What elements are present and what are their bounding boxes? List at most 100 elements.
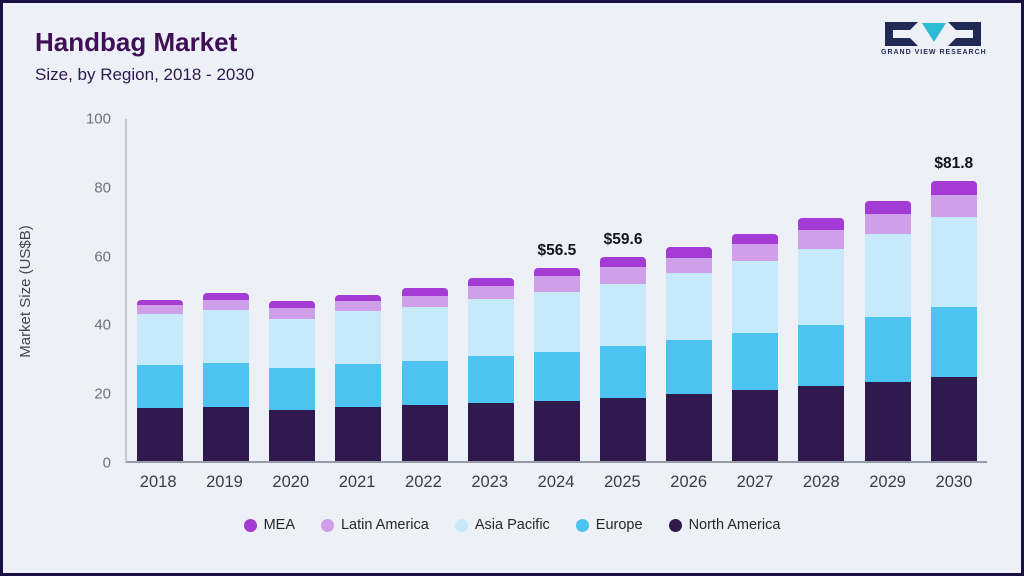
y-tick-label: 80 — [94, 179, 111, 197]
bar-segment-asia-pacific — [666, 272, 713, 341]
bar-2022 — [401, 119, 448, 461]
bar-segment-europe — [269, 367, 316, 410]
x-axis-label: 2029 — [869, 473, 906, 491]
bar-segment-north-america — [335, 407, 382, 461]
legend-item-mea: MEA — [243, 517, 295, 533]
bar-segment-europe — [533, 351, 580, 402]
page-subtitle: Size, by Region, 2018 - 2030 — [35, 65, 255, 84]
bar-segment-north-america — [533, 401, 580, 461]
bar-segment-mea — [666, 247, 713, 258]
bar-segment-mea — [798, 218, 845, 231]
legend-label: Europe — [595, 517, 643, 533]
x-axis-label: 2030 — [935, 473, 973, 491]
bar-segment-latin-america — [401, 295, 448, 308]
bar-segment-asia-pacific — [732, 261, 779, 333]
bar-segment-asia-pacific — [335, 311, 382, 364]
legend: MEA Latin America Asia Pacific Europe North … — [3, 517, 1021, 533]
bar-segment-europe — [467, 356, 514, 403]
bar-2028 — [798, 119, 845, 461]
bar-2029 — [864, 119, 911, 461]
bar-segment-latin-america — [732, 243, 779, 262]
bar-segment-mea — [533, 267, 580, 277]
legend-label: North America — [688, 517, 781, 533]
bar-segment-north-america — [864, 382, 911, 461]
x-axis-labels: 2018 2019 2020 2021 2022 2023 2024 2025 2026 2027… — [125, 473, 987, 492]
bar-segment-europe — [600, 346, 647, 398]
bar-segment-europe — [401, 360, 448, 406]
bar-segment-europe — [137, 365, 184, 408]
bar-value-label: $56.5 — [537, 241, 577, 259]
bar-segment-latin-america — [798, 230, 845, 249]
bar-segment-asia-pacific — [864, 233, 911, 317]
bar-segment-asia-pacific — [533, 291, 580, 352]
bar-segment-north-america — [269, 409, 316, 461]
legend-swatch — [575, 518, 589, 532]
y-axis-ticks: 0 20 40 60 80 100 — [65, 111, 111, 472]
bar-2025: $59.6 — [600, 119, 647, 461]
legend-item-north-america: North America — [668, 517, 781, 533]
bar-2027 — [732, 119, 779, 461]
bar-segment-latin-america — [930, 194, 977, 217]
bar-segment-europe — [203, 362, 250, 407]
x-axis-label: 2027 — [736, 473, 774, 491]
bar-segment-europe — [798, 325, 845, 387]
y-tick-label: 0 — [102, 454, 111, 472]
bar-segment-mea — [732, 233, 779, 244]
bar-segment-north-america — [798, 386, 845, 461]
legend-swatch — [668, 518, 682, 532]
bar-segment-latin-america — [137, 305, 184, 314]
page-title: Handbag Market — [35, 27, 238, 57]
legend-label: Latin America — [340, 517, 429, 533]
bar-segment-north-america — [467, 402, 514, 461]
y-tick-label: 60 — [94, 248, 111, 266]
bar-segment-mea — [335, 295, 382, 302]
bar-segment-asia-pacific — [798, 248, 845, 326]
bar-segment-asia-pacific — [930, 216, 977, 308]
brand-logo-text: GRAND VIEW RESEARCH — [881, 49, 987, 56]
plot-area: $56.5 $59.6 $81.8 — [125, 119, 987, 463]
bar-segment-mea — [930, 181, 977, 195]
bar-segment-mea — [401, 288, 448, 296]
bar-value-label: $59.6 — [603, 231, 643, 249]
bar-segment-mea — [864, 201, 911, 215]
x-axis-label: 2024 — [537, 473, 575, 491]
x-axis-label: 2021 — [338, 473, 376, 491]
y-tick-label: 40 — [94, 316, 111, 334]
bar-segment-latin-america — [666, 257, 713, 273]
x-axis-label: 2025 — [603, 473, 641, 491]
y-tick-label: 20 — [94, 385, 111, 403]
bar-segment-asia-pacific — [600, 283, 647, 347]
bar-segment-latin-america — [335, 301, 382, 312]
bar-segment-europe — [335, 363, 382, 408]
y-axis-title: Market Size (US$B) — [5, 119, 45, 463]
bar-segment-europe — [666, 340, 713, 395]
bar-segment-latin-america — [203, 299, 250, 310]
x-axis-label: 2026 — [670, 473, 708, 491]
legend-item-latin-america: Latin America — [320, 517, 429, 533]
legend-swatch — [454, 518, 468, 532]
bar-segment-north-america — [732, 389, 779, 461]
x-axis-label: 2022 — [405, 473, 442, 491]
x-axis-label: 2019 — [206, 473, 243, 491]
bar-segment-mea — [269, 301, 316, 309]
x-axis-label: 2023 — [471, 473, 509, 491]
bar-2026 — [666, 119, 713, 461]
bar-2021 — [335, 119, 382, 461]
brand-logo-icon — [885, 22, 981, 46]
bar-segment-north-america — [930, 377, 977, 461]
legend-swatch — [243, 518, 257, 532]
x-axis-label: 2018 — [139, 473, 177, 491]
bar-value-label: $81.8 — [934, 155, 974, 173]
bar-segment-north-america — [666, 394, 713, 461]
bar-segment-north-america — [203, 406, 250, 461]
bar-segment-europe — [864, 316, 911, 383]
bar-segment-mea — [137, 300, 184, 306]
bar-segment-mea — [600, 257, 647, 267]
y-axis-title-text: Market Size (US$B) — [16, 224, 34, 358]
bar-segment-asia-pacific — [401, 307, 448, 361]
y-tick-label: 100 — [85, 110, 111, 128]
bar-2019 — [203, 119, 250, 461]
bar-segment-mea — [467, 278, 514, 287]
bar-2023 — [467, 119, 514, 461]
